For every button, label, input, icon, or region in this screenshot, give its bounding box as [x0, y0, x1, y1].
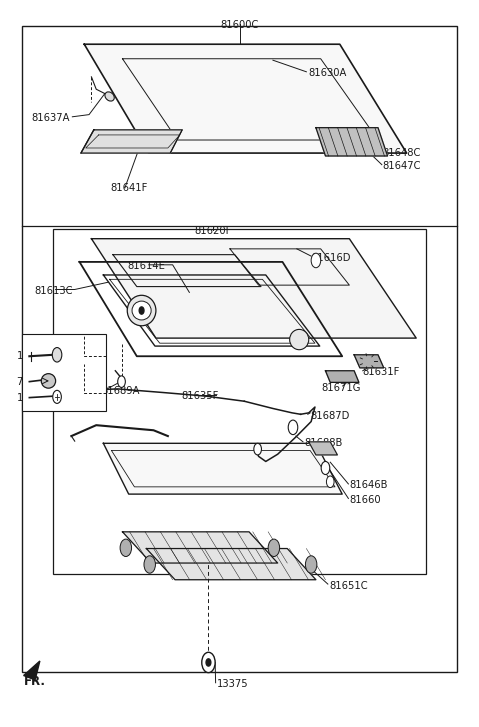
Polygon shape — [23, 661, 40, 680]
Polygon shape — [147, 549, 316, 579]
Circle shape — [288, 420, 298, 435]
Text: FR.: FR. — [23, 675, 46, 688]
Text: 1129ED: 1129ED — [16, 393, 56, 403]
Circle shape — [326, 476, 334, 488]
Text: 71378A: 71378A — [16, 377, 55, 387]
Text: 81600C: 81600C — [220, 20, 259, 31]
Polygon shape — [316, 128, 388, 156]
FancyBboxPatch shape — [22, 26, 457, 672]
Circle shape — [144, 555, 156, 573]
Circle shape — [118, 376, 125, 387]
Circle shape — [321, 462, 330, 475]
FancyBboxPatch shape — [22, 334, 106, 411]
Circle shape — [268, 539, 280, 556]
Text: 81620F: 81620F — [194, 226, 232, 236]
Text: 81616D: 81616D — [311, 252, 351, 262]
Ellipse shape — [127, 295, 156, 326]
Ellipse shape — [105, 92, 114, 101]
Polygon shape — [91, 238, 416, 338]
Circle shape — [206, 659, 211, 666]
Text: 13375: 13375 — [217, 679, 248, 689]
Text: 81631F: 81631F — [363, 367, 400, 377]
Polygon shape — [325, 371, 359, 382]
Polygon shape — [354, 355, 384, 368]
Text: 81687D: 81687D — [310, 411, 350, 421]
Circle shape — [311, 253, 321, 268]
Text: 81613C: 81613C — [34, 286, 73, 296]
Text: 81614E: 81614E — [127, 261, 165, 271]
Text: 81635F: 81635F — [181, 391, 218, 401]
FancyBboxPatch shape — [53, 229, 426, 574]
Text: 81648C: 81648C — [383, 148, 421, 158]
Text: 81688B: 81688B — [305, 438, 343, 449]
Text: 81637A: 81637A — [32, 113, 70, 124]
Circle shape — [139, 307, 144, 314]
Text: 81651C: 81651C — [329, 581, 368, 590]
Text: 81660: 81660 — [349, 495, 381, 505]
Ellipse shape — [290, 329, 309, 350]
Polygon shape — [81, 130, 182, 153]
Text: 81647C: 81647C — [383, 161, 422, 171]
Text: 81641F: 81641F — [111, 183, 148, 193]
Text: 81646B: 81646B — [349, 481, 388, 491]
Circle shape — [202, 652, 215, 672]
Circle shape — [254, 443, 262, 455]
Text: 81689A: 81689A — [101, 386, 139, 396]
Circle shape — [52, 348, 62, 362]
Polygon shape — [84, 44, 407, 153]
Text: 81630A: 81630A — [309, 68, 347, 79]
Text: 1129ED: 1129ED — [16, 351, 56, 361]
Circle shape — [306, 555, 317, 573]
Polygon shape — [123, 532, 278, 563]
Ellipse shape — [41, 374, 56, 388]
Text: 81671G: 81671G — [322, 383, 361, 393]
Circle shape — [53, 390, 61, 403]
Polygon shape — [309, 442, 337, 455]
Circle shape — [120, 539, 132, 556]
Polygon shape — [103, 443, 342, 494]
Ellipse shape — [132, 301, 151, 320]
